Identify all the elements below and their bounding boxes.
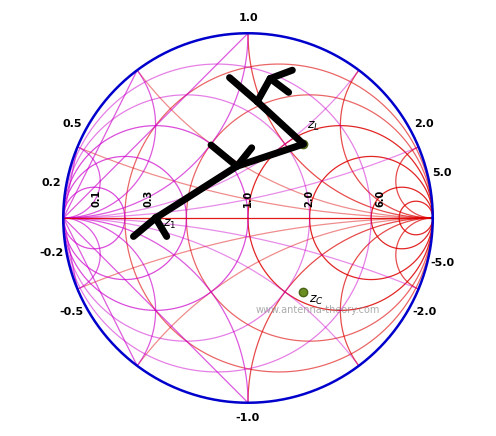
Text: -0.5: -0.5 (60, 307, 84, 317)
Text: 6.0: 6.0 (375, 190, 385, 207)
Text: 1.0: 1.0 (243, 190, 253, 207)
Text: 0.2: 0.2 (42, 178, 62, 188)
Text: 2.0: 2.0 (305, 190, 314, 207)
Text: $z_C$: $z_C$ (309, 293, 323, 307)
Text: -1.0: -1.0 (236, 412, 260, 422)
Text: 0.3: 0.3 (144, 190, 154, 207)
Text: 2.0: 2.0 (414, 119, 434, 129)
Text: www.antenna-theory.com: www.antenna-theory.com (256, 305, 380, 315)
Text: 1.0: 1.0 (238, 14, 258, 24)
Text: -0.2: -0.2 (39, 248, 63, 258)
Text: 5.0: 5.0 (433, 168, 452, 178)
Text: -2.0: -2.0 (412, 307, 436, 317)
Text: -5.0: -5.0 (431, 258, 454, 268)
Text: $z_L$: $z_L$ (307, 120, 320, 133)
Text: $z_1$: $z_1$ (163, 218, 177, 231)
Text: 0.1: 0.1 (92, 190, 102, 207)
Text: 0.5: 0.5 (62, 119, 81, 129)
